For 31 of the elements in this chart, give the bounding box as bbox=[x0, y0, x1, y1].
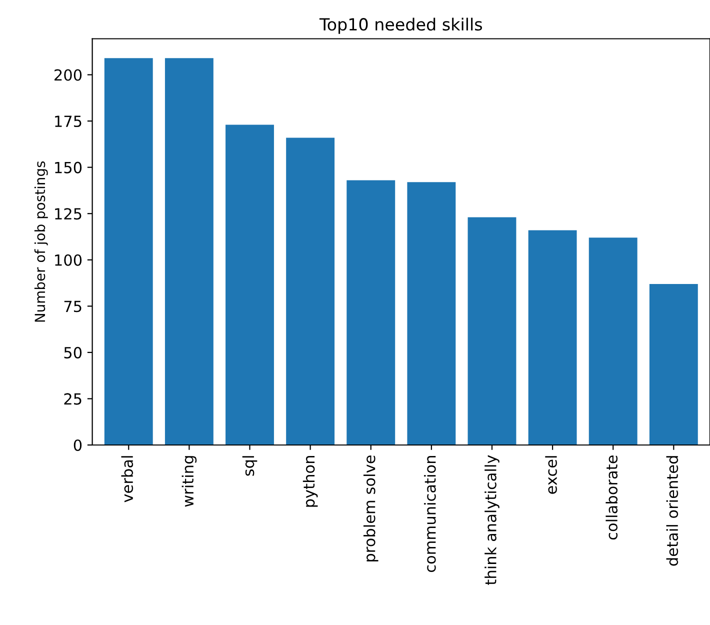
x-tick-label: problem solve bbox=[363, 456, 378, 562]
y-axis-title: Number of job postings bbox=[34, 161, 48, 322]
y-tick-label: 0 bbox=[74, 439, 82, 452]
x-tick-label: python bbox=[302, 456, 318, 507]
y-tick-label: 50 bbox=[64, 346, 82, 358]
x-tick-label: communication bbox=[424, 456, 436, 572]
bar bbox=[407, 182, 456, 445]
x-tick-label: think analytically bbox=[484, 455, 500, 585]
bar bbox=[346, 180, 396, 445]
x-tick-label: excel bbox=[545, 456, 557, 494]
y-tick-label: 25 bbox=[64, 393, 82, 405]
bar bbox=[468, 217, 516, 445]
bar bbox=[588, 238, 638, 445]
x-tick-label: sql bbox=[242, 456, 258, 476]
y-tick-label: 200 bbox=[54, 69, 82, 81]
x-tick-label: collaborate bbox=[606, 456, 618, 540]
bar bbox=[226, 124, 274, 445]
x-tick-label: writing bbox=[182, 456, 197, 507]
bar bbox=[164, 58, 214, 445]
chart-title: Top10 needed skills bbox=[319, 18, 482, 34]
bar bbox=[649, 284, 698, 445]
y-tick-label: 75 bbox=[64, 300, 82, 312]
x-tick-label: verbal bbox=[121, 456, 134, 502]
y-tick-label: 150 bbox=[55, 162, 82, 174]
bar bbox=[528, 230, 577, 445]
y-tick-label: 125 bbox=[55, 208, 82, 220]
x-tick-label: detail oriented bbox=[666, 456, 678, 566]
y-tick-label: 100 bbox=[55, 254, 82, 266]
bar bbox=[104, 58, 153, 445]
y-tick-label: 175 bbox=[55, 116, 82, 128]
bar bbox=[286, 138, 335, 445]
